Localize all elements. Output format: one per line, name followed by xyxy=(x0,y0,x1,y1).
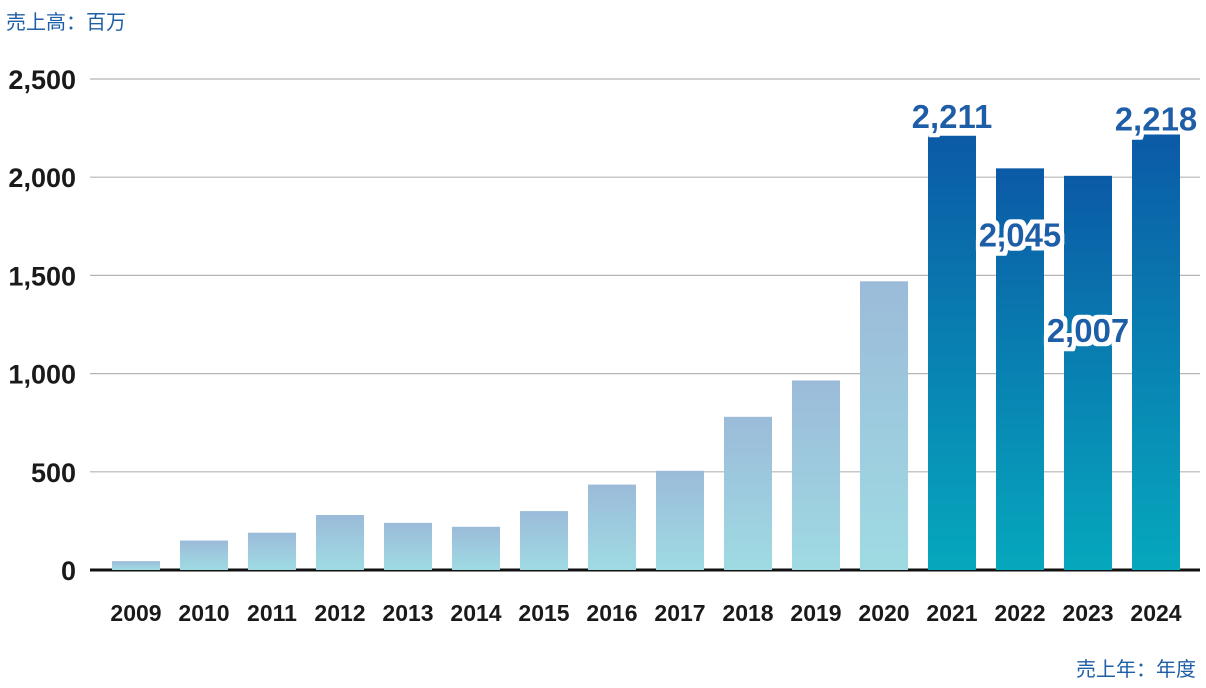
x-tick-label: 2013 xyxy=(382,600,433,626)
x-tick-label: 2011 xyxy=(247,600,297,626)
x-tick-label: 2015 xyxy=(518,600,569,626)
x-tick-label: 2018 xyxy=(722,600,773,626)
bar-2024 xyxy=(1132,134,1180,570)
bar-2011 xyxy=(248,532,296,570)
bar-2017 xyxy=(656,470,704,570)
bar-2020 xyxy=(860,281,908,570)
bar-2015 xyxy=(520,511,568,570)
y-tick-label: 0 xyxy=(61,556,76,586)
bar-2023 xyxy=(1064,175,1112,570)
bar-2021 xyxy=(928,135,976,571)
bar-2012 xyxy=(316,515,364,570)
x-tick-label: 2022 xyxy=(994,600,1045,626)
x-tick-labels: 2009 2010 2011 2012 2013 2014 2015 2016 2017 2018… xyxy=(110,600,1181,626)
bar-2014 xyxy=(452,526,500,570)
x-tick-label: 2009 xyxy=(110,600,161,626)
data-label-2024: 2,218 xyxy=(1115,100,1198,137)
bar-2013 xyxy=(384,522,432,570)
data-label-2021: 2,211 xyxy=(912,98,993,135)
bars xyxy=(112,134,1180,571)
data-label-2023: 2,007 xyxy=(1047,312,1130,349)
bar-2016 xyxy=(588,484,636,570)
y-tick-label: 1,000 xyxy=(8,360,76,390)
bar-2022 xyxy=(996,168,1044,570)
data-labels: 2,211 2,045 2,007 2,218 xyxy=(912,98,1198,349)
x-tick-label: 2010 xyxy=(178,600,229,626)
x-axis-title: 売上年：年度 xyxy=(1076,657,1196,681)
x-tick-label: 2024 xyxy=(1130,600,1181,626)
y-tick-label: 500 xyxy=(31,458,76,488)
y-axis-title: 売上高：百万 xyxy=(6,10,126,34)
x-tick-label: 2020 xyxy=(858,600,909,626)
y-tick-label: 2,500 xyxy=(8,65,76,95)
data-label-2022: 2,045 xyxy=(979,216,1062,253)
y-tick-label: 2,000 xyxy=(8,163,76,193)
y-tick-label: 1,500 xyxy=(8,261,76,291)
x-tick-label: 2014 xyxy=(450,600,501,626)
x-tick-label: 2021 xyxy=(926,600,977,626)
x-tick-label: 2012 xyxy=(314,600,365,626)
y-tick-labels: 0 500 1,000 1,500 2,000 2,500 xyxy=(8,65,76,586)
bar-2009 xyxy=(112,561,160,570)
x-tick-label: 2017 xyxy=(654,600,705,626)
bar-2019 xyxy=(792,380,840,570)
bar-2018 xyxy=(724,416,772,570)
x-tick-label: 2023 xyxy=(1062,600,1113,626)
bar-2010 xyxy=(180,540,228,570)
x-tick-label: 2019 xyxy=(790,600,841,626)
x-tick-label: 2016 xyxy=(586,600,637,626)
